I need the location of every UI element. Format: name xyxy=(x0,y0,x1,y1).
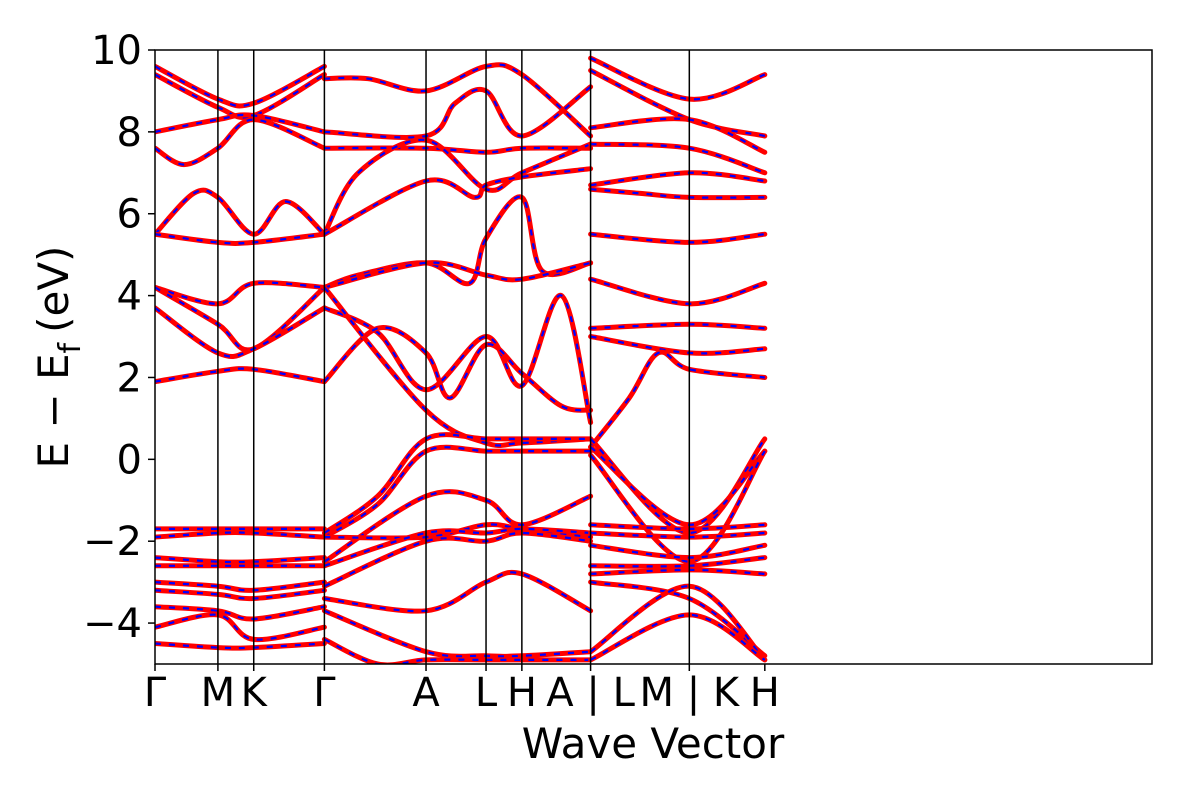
band-overlay-49 xyxy=(589,350,765,448)
band-overlay-37 xyxy=(323,609,591,658)
x-tick-label: H xyxy=(750,670,780,716)
band-lines xyxy=(155,55,768,664)
y-tick-label: 0 xyxy=(117,437,142,483)
y-tick-label: 10 xyxy=(91,28,142,74)
band-overlay-34 xyxy=(324,527,591,567)
band-overlay-24 xyxy=(323,167,591,236)
band-overlay-1 xyxy=(155,65,325,108)
band-overlay-20 xyxy=(324,63,592,137)
y-axis-title-main: E − E xyxy=(29,353,78,468)
band-overlay-31 xyxy=(323,446,591,539)
x-tick-label: A | L xyxy=(546,670,635,716)
band-line-60 xyxy=(588,612,768,663)
band-line-10 xyxy=(155,366,327,385)
band-overlay-2 xyxy=(155,73,325,119)
band-line-27 xyxy=(321,293,594,425)
y-axis-title-subscript: f xyxy=(53,341,88,353)
band-overlay-25 xyxy=(324,195,591,289)
y-axis-title-unit: (eV) xyxy=(29,246,78,333)
band-overlay-29 xyxy=(323,286,591,447)
high-symmetry-lines xyxy=(217,50,691,664)
band-overlay-6 xyxy=(155,233,325,245)
band-line-26 xyxy=(321,260,594,290)
band-overlay-12 xyxy=(155,531,325,539)
band-overlay-39 xyxy=(590,57,766,101)
band-overlay-33 xyxy=(324,523,591,540)
band-line-46 xyxy=(588,276,768,307)
y-axis-title: E − Ef (eV) xyxy=(29,246,88,469)
band-line-49 xyxy=(588,349,768,450)
band-line-51 xyxy=(588,444,768,528)
x-tick-label: Γ xyxy=(313,670,336,716)
band-line-43 xyxy=(588,170,768,188)
band-overlay-23 xyxy=(323,138,592,235)
band-overlay-38 xyxy=(323,638,591,664)
band-line-59 xyxy=(588,583,768,663)
band-overlay-3 xyxy=(155,113,325,133)
x-tick-label: Γ xyxy=(144,670,167,716)
band-overlay-17 xyxy=(155,605,325,621)
band-overlay-15 xyxy=(155,581,325,592)
band-overlay-59 xyxy=(589,585,766,661)
band-overlay-19 xyxy=(155,642,325,650)
band-line-32 xyxy=(321,489,594,565)
band-line-39 xyxy=(588,55,768,102)
y-tick-label: −2 xyxy=(83,519,142,565)
band-line-5 xyxy=(155,187,327,237)
band-overlay-36 xyxy=(324,571,592,613)
band-overlay-13 xyxy=(155,556,325,564)
band-line-9 xyxy=(155,305,327,360)
x-tick-label: H xyxy=(507,670,537,716)
band-overlay-8 xyxy=(155,286,326,352)
band-overlay-28 xyxy=(323,326,591,412)
band-overlay-40 xyxy=(590,69,766,138)
x-tick-label: M xyxy=(201,670,236,716)
band-line-21 xyxy=(321,84,594,140)
x-axis-title: Wave Vector xyxy=(522,719,785,768)
band-overlay-50 xyxy=(589,438,766,535)
band-overlay-22 xyxy=(324,146,591,154)
band-overlay-26 xyxy=(324,261,591,289)
band-overlay-5 xyxy=(155,188,326,236)
band-overlay-18 xyxy=(155,613,325,641)
band-overlay-30 xyxy=(323,433,591,534)
band-line-42 xyxy=(588,141,768,176)
band-line-36 xyxy=(321,569,594,614)
x-tick-label: L xyxy=(475,670,498,716)
band-line-24 xyxy=(321,166,594,237)
y-tick-label: 4 xyxy=(117,274,142,320)
plot-frame xyxy=(154,49,1153,665)
y-tick-label: 8 xyxy=(117,110,142,156)
band-line-37 xyxy=(321,608,594,659)
band-overlay-21 xyxy=(324,85,592,139)
band-overlay-7 xyxy=(155,281,325,305)
band-overlay-16 xyxy=(155,589,325,600)
y-tick-label: 6 xyxy=(117,192,142,238)
band-line-6 xyxy=(155,231,327,246)
band-overlay-44 xyxy=(590,188,765,199)
y-tick-label: 2 xyxy=(117,355,142,401)
band-line-55 xyxy=(588,542,768,561)
y-tick-label: −4 xyxy=(83,601,142,647)
band-line-35 xyxy=(321,530,594,589)
x-tick-label: M | K xyxy=(639,670,740,716)
band-overlay-10 xyxy=(155,367,325,383)
y-axis-ticks: −4 −2 0 2 4 6 8 10 xyxy=(83,28,155,647)
x-tick-label: A xyxy=(412,670,440,716)
band-overlay-27 xyxy=(323,294,592,423)
x-tick-label: K xyxy=(241,670,269,716)
